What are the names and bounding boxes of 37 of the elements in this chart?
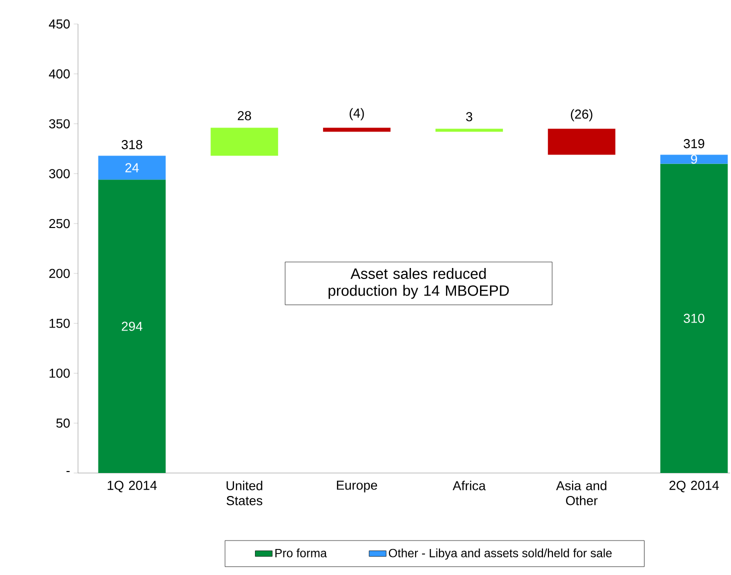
data-label: 294 [122,322,142,331]
data-label: 3 [466,112,472,122]
data-label: 24 [125,163,139,172]
data-label: (26) [570,109,592,122]
data-label: 310 [684,314,704,323]
data-label: (4) [350,108,364,120]
bar [98,180,166,473]
bar [660,154,728,164]
x-tick-label: 1Q 2014 [108,480,157,492]
data-label: 28 [238,111,252,120]
total-label: 318 [122,140,142,150]
bar [323,128,391,132]
x-tick-label: United States [226,480,262,506]
annotation: Asset sales reduced production by 14 MBOEPD [328,268,509,299]
y-tick-label: 50 [56,418,70,428]
data-label: 9 [691,154,698,164]
y-tick-label: 100 [50,368,70,378]
y-tick-label: 450 [48,19,70,29]
y-tick-label: 150 [50,318,70,328]
bar [435,128,503,132]
y-tick-label: 350 [49,119,70,128]
legend-label: Other - Libya and assets sold/held for sale [388,548,612,560]
bar [660,164,728,473]
y-tick-label: - [66,471,70,472]
legend-label: Pro forma [275,548,327,558]
bar [210,128,278,156]
x-tick-label: Asia and Other [556,480,606,506]
bar [548,128,616,155]
y-tick-label: 300 [49,169,70,178]
total-label: 319 [684,139,704,148]
y-tick-label: 200 [49,268,70,278]
x-tick-label: Europe [336,480,378,492]
x-tick-label: 2Q 2014 [669,480,719,492]
bar [98,156,166,180]
y-tick-label: 250 [49,218,70,228]
y-tick-label: 400 [48,69,70,78]
x-tick-label: Africa [452,480,486,490]
